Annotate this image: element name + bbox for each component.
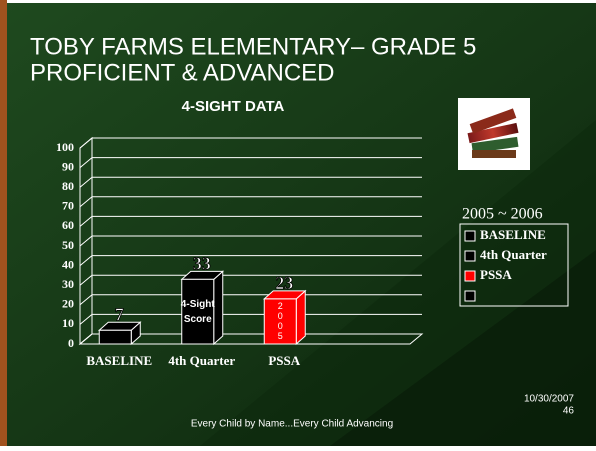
bar bbox=[99, 330, 131, 344]
x-tick-label: PSSA bbox=[268, 353, 300, 368]
legend-swatch bbox=[465, 291, 475, 301]
y-tick-label: 60 bbox=[62, 218, 74, 232]
y-tick-label: 10 bbox=[62, 316, 74, 330]
date: 10/30/2007 bbox=[524, 394, 574, 405]
slide: TOBY FARMS ELEMENTARY– GRADE 5 PROFICIEN… bbox=[0, 0, 596, 446]
bar-annotation: 0 bbox=[278, 311, 283, 321]
bar-annotation: Score bbox=[184, 314, 212, 325]
bar-side bbox=[214, 271, 223, 344]
y-tick-label: 0 bbox=[68, 336, 74, 350]
x-tick-label: BASELINE bbox=[86, 353, 152, 368]
bar-annotation: 5 bbox=[278, 331, 283, 341]
legend-label: BASELINE bbox=[480, 227, 546, 242]
page: TOBY FARMS ELEMENTARY– GRADE 5 PROFICIEN… bbox=[0, 0, 596, 446]
y-tick-label: 20 bbox=[62, 297, 74, 311]
y-tick-label: 40 bbox=[62, 257, 74, 271]
y-tick-label: 50 bbox=[62, 238, 74, 252]
y-tick-label: 80 bbox=[62, 179, 74, 193]
legend-label: PSSA bbox=[480, 267, 512, 282]
bar-annotation: 4-Sight bbox=[181, 299, 216, 310]
legend-swatch bbox=[465, 271, 475, 281]
footer: Every Child by Name...Every Child Advanc… bbox=[191, 419, 393, 430]
y-tick-label: 30 bbox=[62, 277, 74, 291]
legend-swatch bbox=[465, 251, 475, 261]
x-tick-label: 4th Quarter bbox=[168, 353, 235, 368]
books-icon bbox=[458, 98, 530, 170]
top-line bbox=[7, 0, 596, 3]
bar bbox=[182, 279, 214, 344]
legend-title: 2005 ~ 2006 bbox=[462, 206, 543, 223]
data-label: 23 bbox=[275, 273, 293, 293]
left-strip bbox=[0, 0, 7, 446]
y-tick-label: 70 bbox=[62, 199, 74, 213]
legend-label: 4th Quarter bbox=[480, 247, 547, 262]
slide-title: PROFICIENT & ADVANCED bbox=[30, 59, 335, 86]
y-tick-label: 100 bbox=[56, 140, 74, 154]
bar-annotation: 0 bbox=[278, 321, 283, 331]
y-tick-label: 90 bbox=[62, 159, 74, 173]
bar-side bbox=[296, 291, 305, 344]
page-number: 46 bbox=[563, 406, 575, 417]
slide-title: TOBY FARMS ELEMENTARY– GRADE 5 bbox=[30, 33, 476, 60]
chart-title: 4-SIGHT DATA bbox=[182, 98, 285, 115]
data-label: 33 bbox=[193, 253, 211, 273]
legend-swatch bbox=[465, 231, 475, 241]
bar-annotation: 2 bbox=[278, 301, 283, 311]
data-label: 7 bbox=[115, 304, 124, 324]
